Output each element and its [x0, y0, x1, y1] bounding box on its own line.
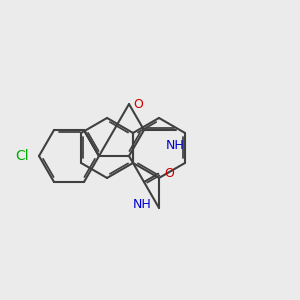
Text: NH: NH [133, 199, 152, 212]
Text: Cl: Cl [15, 149, 28, 163]
Text: NH: NH [166, 139, 185, 152]
Text: O: O [164, 167, 174, 180]
Text: O: O [134, 98, 143, 110]
